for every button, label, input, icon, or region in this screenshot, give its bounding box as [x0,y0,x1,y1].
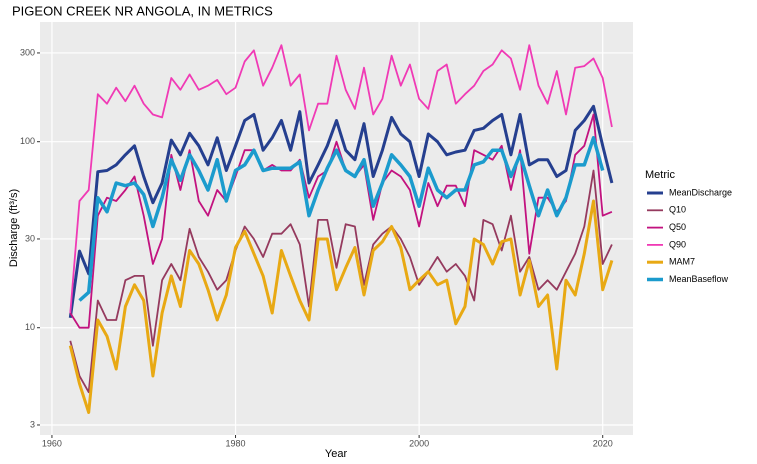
y-tick-label: 300 [20,47,35,57]
legend-label: Q90 [669,239,686,249]
x-tick-label: 2020 [593,438,613,448]
line [68,199,614,414]
panel [40,22,633,435]
line [69,44,613,314]
x-axis-label: Year [325,448,348,460]
legend-label: Q10 [669,205,686,215]
legend-label: MAM7 [669,257,695,267]
y-tick-label: 30 [25,233,35,243]
y-tick-label: 3 [30,419,35,429]
line [69,113,613,329]
legend-title: Metric [645,169,675,181]
chart-title: PIGEON CREEK NR ANGOLA, IN METRICS [12,3,273,18]
x-tick-label: 2000 [409,438,429,448]
y-tick-label: 100 [20,136,35,146]
x-tick-label: 1960 [42,438,62,448]
x-tick-label: 1980 [226,438,246,448]
legend-label: MeanBaseflow [669,274,729,284]
line [68,104,614,319]
y-tick-label: 10 [25,322,35,332]
line [69,169,613,394]
legend-label: Q50 [669,222,686,232]
legend-label: MeanDischarge [669,187,732,197]
line [78,136,605,302]
y-axis-label: Discharge (ft³/s) [8,189,20,267]
